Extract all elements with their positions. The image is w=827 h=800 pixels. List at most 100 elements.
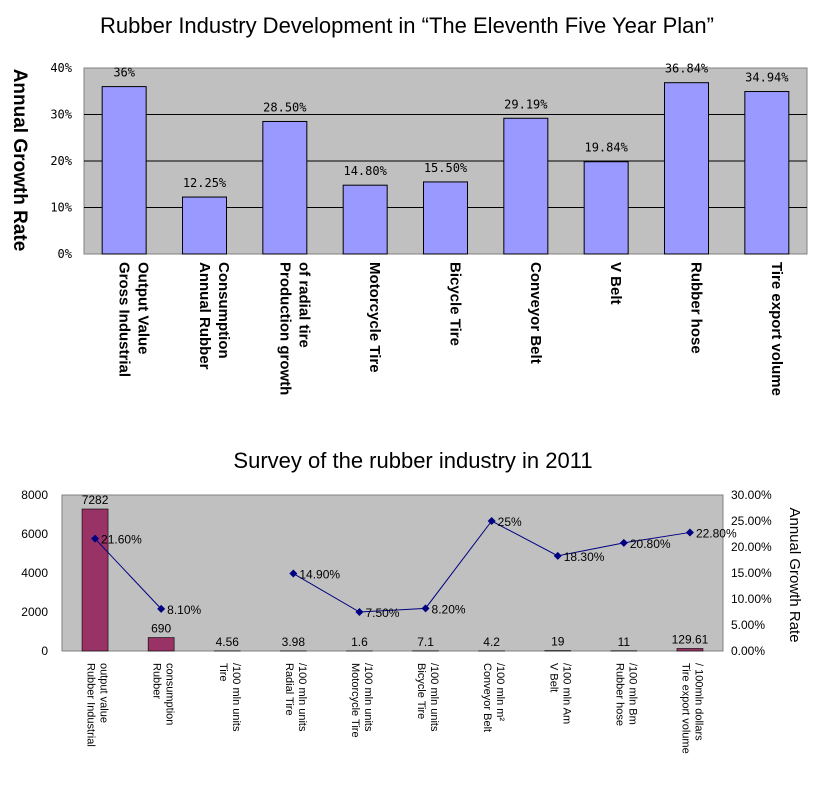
chart1-bar: [583, 161, 629, 255]
chart2-category-label: Radial Tire: [283, 663, 295, 716]
chart1-bar: [262, 120, 308, 255]
chart2-growth-label: 8.20%: [432, 602, 466, 616]
chart1-category-label: Gross Industrial: [116, 262, 133, 377]
chart2-growth-point: [91, 534, 100, 543]
chart2-category-label: /100 mln m²: [494, 663, 506, 721]
chart1-category-label: Conveyor Belt: [527, 262, 544, 364]
chart1-bar: [423, 181, 468, 255]
chart2-growth-line: 21.60% 8.10% 14.90% 7.50% 8.20% 25% 18.30% 20.8…: [91, 515, 737, 620]
chart1-bar: [342, 184, 388, 255]
chart1-category-labels: Gross Industrial Output Value Annual Rubbe…: [116, 262, 785, 396]
chart1-data-label: 15.50%: [424, 161, 468, 175]
chart1-data-label: 12.25%: [183, 176, 227, 190]
chart1-category-label: Production growth: [276, 262, 293, 395]
chart2-bar: [81, 508, 109, 652]
chart2-growth-label: 7.50%: [365, 606, 399, 620]
chart2-category-label: Rubber: [151, 663, 163, 699]
chart1-bars: 36% 12.25% 28.50% 14.80% 15.50% 29.19% 19.84% 3…: [101, 62, 790, 255]
chart2-growth-label: 21.60%: [101, 533, 142, 547]
chart1-title: Rubber Industry Development in “The Elev…: [100, 13, 714, 38]
chart1-category-label: Annual Rubber: [196, 262, 213, 370]
chart1-data-label: 36.84%: [665, 62, 709, 76]
chart2-category-label: Tire: [217, 663, 229, 682]
chart2-left-y-tick-label: 4000: [21, 566, 48, 580]
chart1-y-axis-label: Annual Growth Rate: [9, 69, 30, 252]
chart2-category-label: Motorcycle Tire: [349, 663, 361, 738]
chart1-y-ticks: 0% 10% 20% 30% 40%: [50, 61, 72, 261]
chart2-bar-value-label: 129.61: [672, 632, 709, 646]
chart2-category-label: /100 mln units: [230, 663, 242, 732]
chart2-bar-value-label: 4.2: [483, 635, 500, 649]
chart2-category-label: /100 mln Bm: [626, 663, 638, 725]
chart2-bar: [147, 637, 175, 652]
chart1-category-label: Bicycle Tire: [447, 262, 464, 346]
chart1-bar: [744, 91, 790, 255]
chart2-category-label: Rubber hose: [613, 663, 625, 726]
chart1-category-label: Tire export volume: [768, 262, 785, 396]
chart1-data-label: 14.80%: [343, 164, 387, 178]
chart1-bar: [503, 117, 549, 255]
chart2-category-label: /100 mln Am: [560, 663, 572, 724]
chart1-y-tick-label: 40%: [50, 61, 72, 75]
chart2-category-label: output value: [98, 663, 110, 723]
chart2-category-label: / 100mln dollars: [692, 663, 704, 741]
chart2-right-y-tick-label: 20.00%: [731, 540, 772, 554]
chart2-bar-value-label: 7.1: [417, 635, 434, 649]
chart1-bar: [182, 196, 227, 255]
chart2-right-y-tick-label: 30.00%: [731, 488, 772, 502]
chart1-y-tick-label: 10%: [50, 201, 72, 215]
chart2-growth-point: [157, 604, 166, 613]
chart2-bar-value-label: 7282: [82, 493, 109, 507]
chart2-growth-point: [289, 569, 298, 578]
chart2-bar-value-label: 11: [618, 635, 631, 649]
chart2-right-y-tick-label: 15.00%: [731, 566, 772, 580]
chart2-category-label: /100 mln units: [362, 663, 374, 732]
chart2-title: Survey of the rubber industry in 2011: [233, 448, 592, 473]
chart2-category-label: V Belt: [547, 663, 559, 692]
chart2-bar: [676, 648, 704, 652]
chart2-right-y-tick-label: 0.00%: [731, 644, 765, 658]
chart1-category-label: Motorcycle Tire: [366, 262, 383, 373]
chart2-growth-point: [685, 528, 694, 537]
chart2-category-label: Rubber Industrial: [85, 663, 97, 747]
chart2-growth-point: [487, 517, 496, 525]
chart2-bar-value-label: 3.98: [282, 635, 306, 649]
chart2-category-label: /100 mln units: [296, 663, 308, 732]
chart2-left-y-tick-label: 0: [41, 644, 48, 658]
chart1-y-tick-label: 30%: [50, 108, 72, 122]
chart1-category-label: of radial tire: [295, 262, 312, 348]
chart2-right-y-tick-label: 10.00%: [731, 592, 772, 606]
chart1-y-tick-label: 0%: [58, 247, 73, 261]
chart1-data-label: 28.50%: [263, 100, 307, 114]
chart2-growth-point: [355, 608, 364, 616]
chart2-left-y-tick-label: 6000: [21, 527, 48, 541]
chart1-data-label: 36%: [113, 66, 135, 80]
chart1-category-label: Rubber hose: [688, 262, 705, 354]
chart2-growth-label: 8.10%: [167, 603, 201, 617]
chart2-growth-label: 14.90%: [299, 568, 340, 582]
chart2-bar-value-label: 19: [551, 635, 565, 649]
chart2-growth-label: 22.80%: [696, 526, 737, 540]
chart2-category-label: /100 mln units: [428, 663, 440, 732]
chart2-bars: 7282 690 4.56 3.98 1.6 7.1 4.2 19 11 129.61: [81, 493, 709, 652]
chart2-category-label: Tire export volume: [679, 663, 691, 754]
chart2-category-label: Conveyor Belt: [481, 663, 493, 732]
chart2-growth-point: [553, 551, 562, 560]
chart2-bar-value-label: 690: [151, 622, 171, 636]
chart2-left-y-ticks: 0 2000 4000 6000 8000: [21, 488, 48, 658]
chart2-growth-label: 25%: [498, 515, 522, 529]
chart1-data-label: 29.19%: [504, 97, 548, 111]
chart1-category-label: V Belt: [607, 262, 624, 305]
chart2-plot-area: [61, 494, 724, 652]
chart2-category-labels: Rubber Industrial output value Rubber consu…: [85, 663, 705, 754]
chart1-bar: [101, 86, 147, 255]
chart2-right-y-tick-label: 25.00%: [731, 514, 772, 528]
chart1-category-label: Consumption: [215, 262, 232, 359]
chart2-left-y-tick-label: 8000: [21, 488, 48, 502]
chart2-growth-label: 20.80%: [630, 537, 671, 551]
chart2-right-y-tick-label: 5.00%: [731, 618, 765, 632]
chart2-category-label: Bicycle Tire: [415, 663, 427, 719]
chart1-bar: [664, 82, 709, 255]
chart1-data-label: 19.84%: [584, 141, 628, 155]
